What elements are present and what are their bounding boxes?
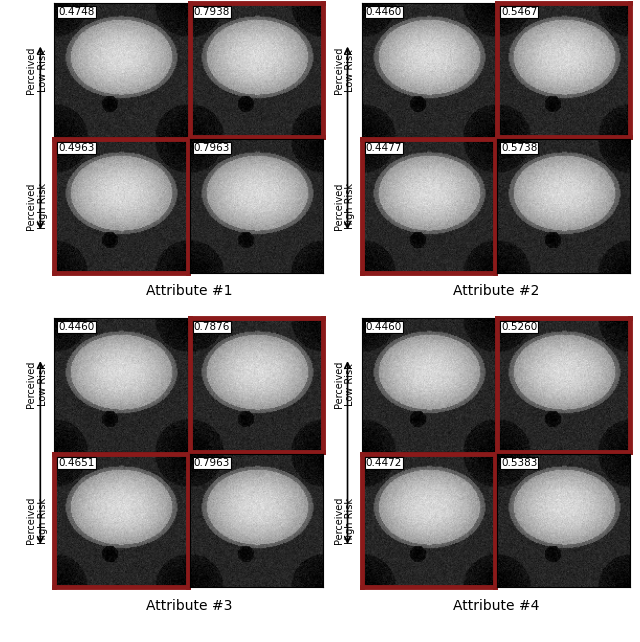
Text: 0.5383: 0.5383: [501, 458, 538, 467]
Text: 0.4460: 0.4460: [365, 322, 402, 332]
Text: Attribute #3: Attribute #3: [146, 599, 232, 613]
Text: 0.7876: 0.7876: [194, 322, 230, 332]
Text: 0.4748: 0.4748: [58, 7, 95, 17]
Text: Perceived
High Risk: Perceived High Risk: [333, 497, 355, 544]
Text: 0.4651: 0.4651: [58, 458, 95, 467]
Text: Attribute #4: Attribute #4: [453, 599, 539, 613]
Text: Attribute #1: Attribute #1: [145, 284, 232, 299]
Text: 0.7938: 0.7938: [194, 7, 230, 17]
Text: Perceived
Low Risk: Perceived Low Risk: [26, 361, 48, 408]
Text: Perceived
High Risk: Perceived High Risk: [26, 182, 48, 230]
Text: 0.5260: 0.5260: [501, 322, 537, 332]
Text: 0.4472: 0.4472: [365, 458, 402, 467]
Text: Perceived
Low Risk: Perceived Low Risk: [333, 361, 355, 408]
Text: 0.4477: 0.4477: [365, 143, 402, 153]
Text: 0.5738: 0.5738: [501, 143, 538, 153]
Text: Perceived
Low Risk: Perceived Low Risk: [333, 46, 355, 94]
Text: 0.7963: 0.7963: [194, 143, 230, 153]
Text: Perceived
High Risk: Perceived High Risk: [26, 497, 48, 544]
Text: Perceived
Low Risk: Perceived Low Risk: [26, 46, 48, 94]
Text: 0.4460: 0.4460: [58, 322, 95, 332]
Text: 0.4460: 0.4460: [365, 7, 402, 17]
Text: Attribute #2: Attribute #2: [453, 284, 539, 299]
Text: 0.5467: 0.5467: [501, 7, 538, 17]
Text: 0.4963: 0.4963: [58, 143, 95, 153]
Text: 0.7963: 0.7963: [194, 458, 230, 467]
Text: Perceived
High Risk: Perceived High Risk: [333, 182, 355, 230]
